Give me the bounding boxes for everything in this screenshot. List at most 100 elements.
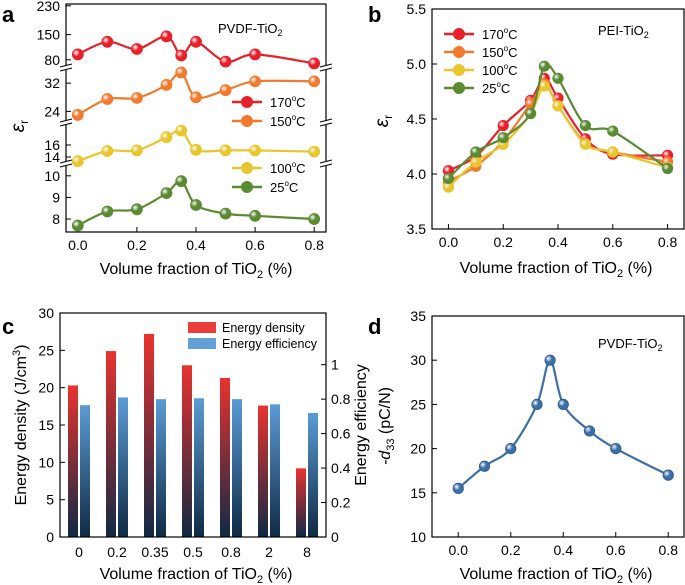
x-tick-label: 0.35: [141, 544, 168, 560]
data-point: [579, 138, 591, 150]
axis-break-mark: [59, 63, 73, 68]
bar-energy-density: [220, 377, 230, 537]
legend-swatch: [188, 322, 216, 333]
x-tick-label: 0.0: [68, 237, 88, 253]
data-point: [470, 156, 482, 168]
data-point: [160, 187, 173, 199]
axis-break-mask: [60, 66, 72, 70]
bar-energy-density: [68, 385, 78, 537]
data-point: [175, 124, 188, 137]
y-tick-label: 30: [410, 352, 426, 368]
panel-annotation: PVDF-TiO2: [218, 21, 282, 38]
y-axis-label: Energy density (J/cm3): [11, 345, 30, 506]
x-axis-label: Volume fraction of TiO2 (%): [460, 566, 653, 585]
y2-axis-label: Energy efficiency: [353, 364, 370, 486]
data-point: [308, 57, 321, 70]
data-point: [160, 79, 173, 91]
axis-break-mark: [319, 63, 333, 68]
axis-break-mark: [319, 67, 333, 72]
axis-break-mask: [60, 162, 72, 166]
data-point: [662, 469, 674, 481]
y2-tick-label: 0.4: [331, 460, 351, 476]
legend-marker: [241, 115, 253, 127]
data-point: [71, 109, 84, 121]
data-point: [552, 72, 564, 84]
legend-marker: [241, 162, 253, 174]
legend-label: 100oC: [482, 62, 518, 78]
y-tick-label: 4.5: [407, 111, 427, 127]
data-point: [544, 354, 556, 366]
data-point: [308, 145, 321, 158]
x-tick-label: 0.6: [603, 234, 623, 250]
axis-break-mask: [320, 66, 332, 70]
data-point: [308, 75, 321, 88]
x-tick-label: 2: [265, 544, 273, 560]
bar-energy-efficiency: [270, 404, 280, 537]
y-tick-label: 8: [52, 211, 60, 227]
data-point: [71, 48, 84, 61]
y2-tick-label: 0.2: [331, 495, 351, 511]
bar-energy-density: [144, 333, 154, 537]
legend-swatch: [188, 338, 216, 349]
data-point: [175, 66, 188, 79]
x-tick-label: 0.4: [554, 542, 574, 558]
x-tick-label: 0.6: [245, 237, 265, 253]
y-tick-label: 35: [410, 308, 426, 324]
legend-label: 100oC: [270, 160, 306, 176]
data-point: [190, 91, 202, 104]
legend-label: 150oC: [482, 44, 518, 60]
legend-label: Energy density: [222, 321, 305, 335]
y-tick-label: 10: [44, 168, 60, 184]
y2-tick-label: 0.8: [331, 391, 351, 407]
legend-marker: [453, 64, 465, 76]
y-tick-label: 25: [410, 396, 426, 412]
legend-marker: [453, 28, 465, 40]
axis-break-mask: [60, 121, 72, 125]
bar-energy-efficiency: [156, 399, 166, 537]
y-tick-label: 15: [38, 417, 54, 433]
data-point: [71, 155, 84, 168]
data-point: [101, 35, 114, 48]
data-point: [470, 146, 482, 158]
data-point: [131, 203, 143, 216]
y-tick-label: 9: [52, 189, 60, 205]
data-point: [607, 146, 619, 158]
panel-letter: a: [2, 2, 15, 27]
y2-tick-label: 1: [331, 357, 339, 373]
data-point: [131, 144, 143, 157]
data-point: [175, 49, 188, 62]
data-point: [452, 482, 464, 494]
data-point: [478, 460, 491, 472]
data-point: [219, 55, 232, 68]
y-tick-label: 5.0: [407, 56, 427, 72]
y-tick-label: 10: [38, 454, 54, 470]
bar-energy-density: [106, 351, 116, 537]
data-point: [101, 145, 114, 157]
data-point: [131, 92, 143, 104]
y-tick-label: 5: [46, 492, 54, 508]
data-point: [219, 84, 232, 97]
data-point: [505, 442, 517, 455]
y-tick-label: 3.5: [407, 221, 427, 237]
panel-letter: d: [368, 314, 381, 339]
y-tick-label: 30: [38, 305, 54, 321]
data-point: [607, 125, 619, 137]
data-point: [190, 199, 202, 211]
data-point: [552, 100, 564, 112]
x-tick-label: 0.8: [304, 237, 324, 253]
y-axis-label: εr: [8, 120, 31, 132]
y-tick-label: 15: [410, 485, 426, 501]
y-axis-label: -d33 (pC/N): [377, 387, 397, 465]
bar-energy-density: [182, 365, 192, 537]
legend-label: 25oC: [482, 80, 510, 96]
data-point: [160, 30, 173, 43]
axis-break-mark: [59, 163, 73, 168]
axis-break-mark: [319, 118, 333, 123]
x-tick-label: 0.2: [127, 237, 147, 253]
data-point: [71, 219, 84, 232]
data-point: [219, 144, 232, 157]
data-point: [497, 132, 509, 144]
panel-annotation: PVDF-TiO2: [598, 336, 662, 353]
data-point: [101, 205, 114, 218]
